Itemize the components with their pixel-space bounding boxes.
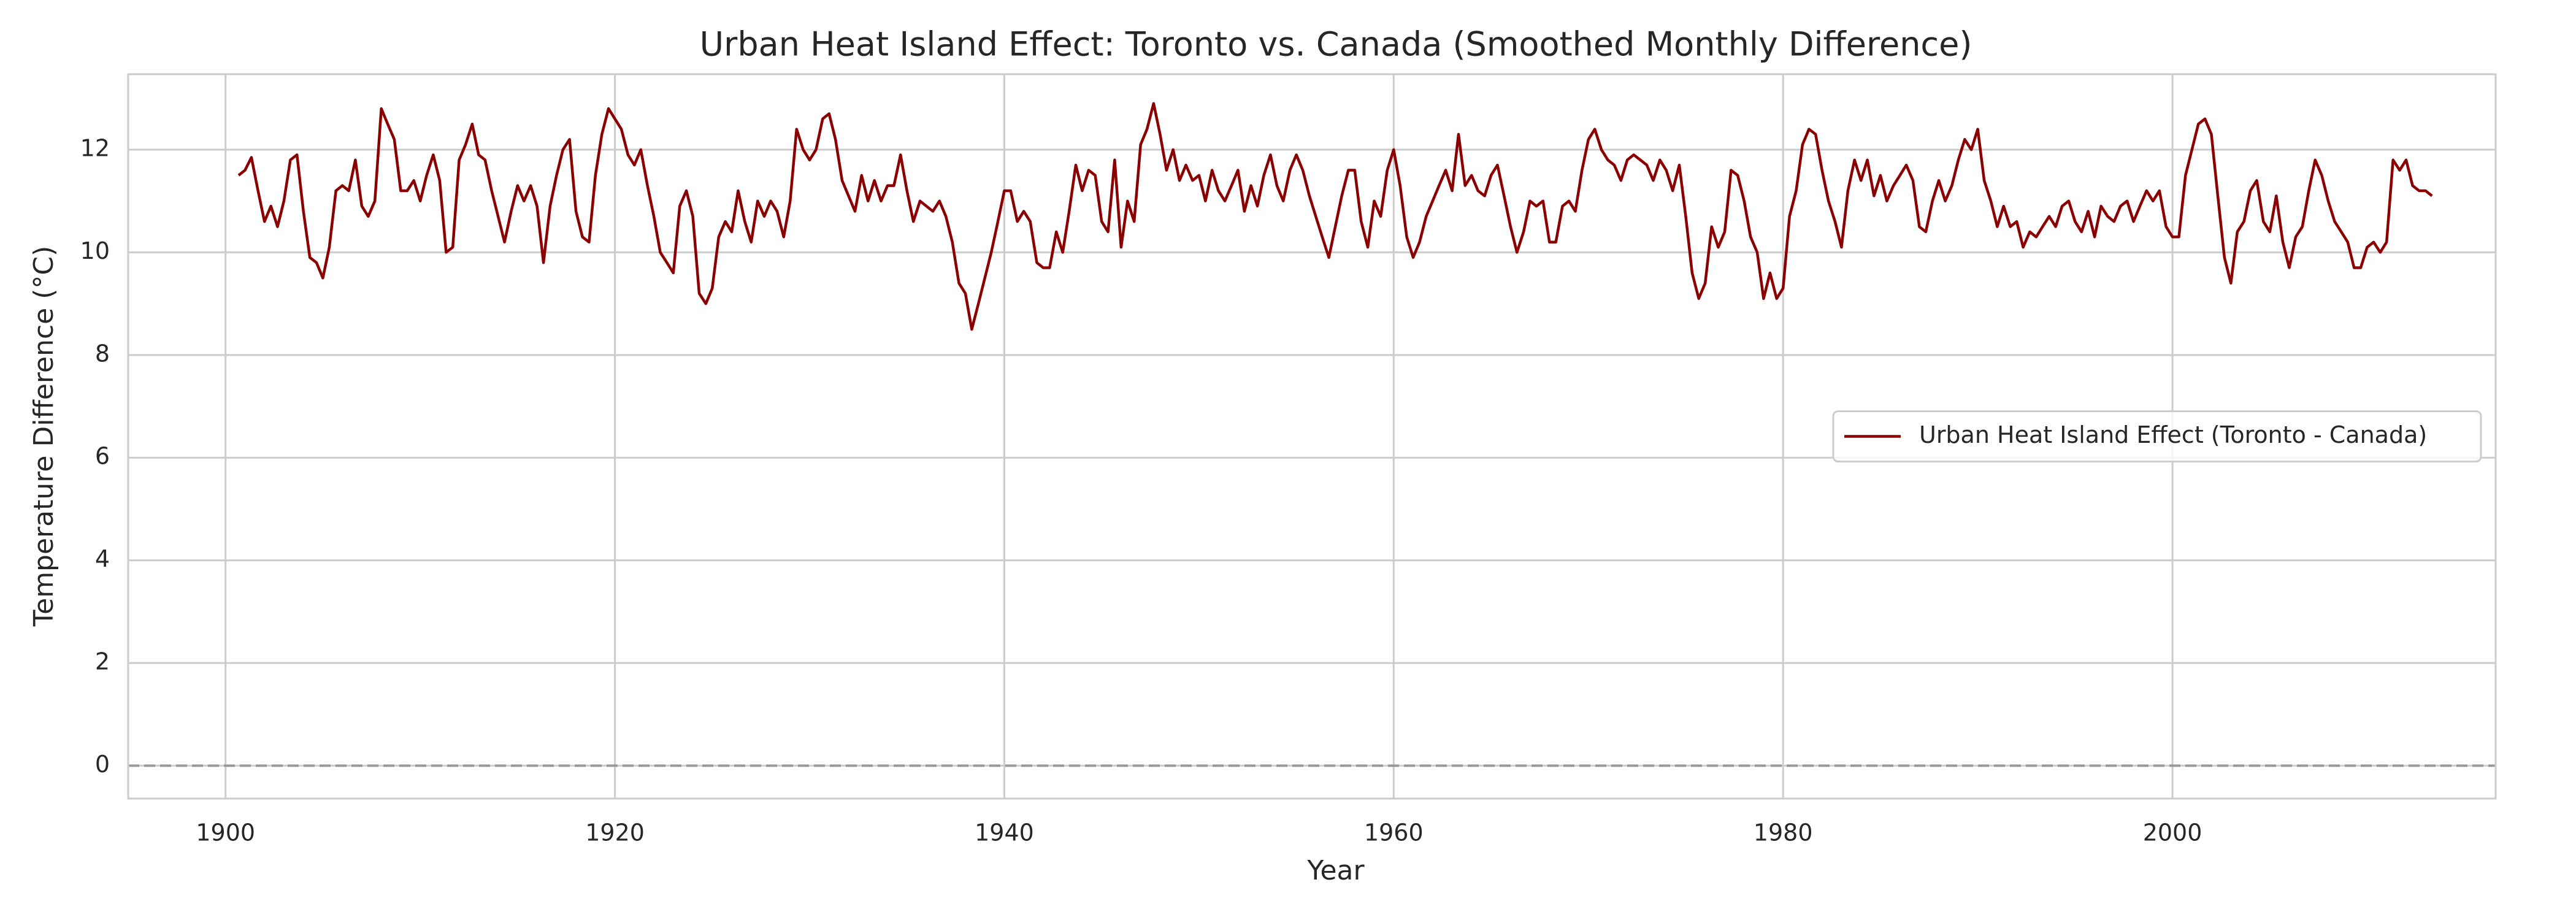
y-axis-label: Temperature Difference (°C)	[28, 246, 59, 627]
legend-box	[1832, 410, 2482, 462]
x-tick-label: 1980	[1754, 819, 1813, 846]
x-tick-label: 1900	[196, 819, 255, 846]
y-tick-label: 6	[95, 443, 110, 470]
axes-frame	[127, 73, 2497, 800]
x-tick-label: 1940	[975, 819, 1034, 846]
x-tick-label: 2000	[2143, 819, 2202, 846]
y-tick-label: 4	[95, 545, 110, 572]
x-tick-label: 1960	[1364, 819, 1424, 846]
chart-title: Urban Heat Island Effect: Toronto vs. Ca…	[700, 25, 1972, 64]
legend-label: Urban Heat Island Effect (Toronto - Cana…	[1919, 421, 2427, 448]
x-tick-label: 1920	[585, 819, 645, 846]
data-line	[237, 102, 2433, 331]
y-tick-label: 0	[95, 751, 110, 778]
y-tick-label: 8	[95, 340, 110, 367]
x-axis-label: Year	[1306, 855, 1365, 886]
y-tick-label: 2	[95, 648, 110, 675]
y-tick-label: 10	[80, 237, 110, 264]
y-tick-label: 12	[80, 135, 110, 162]
